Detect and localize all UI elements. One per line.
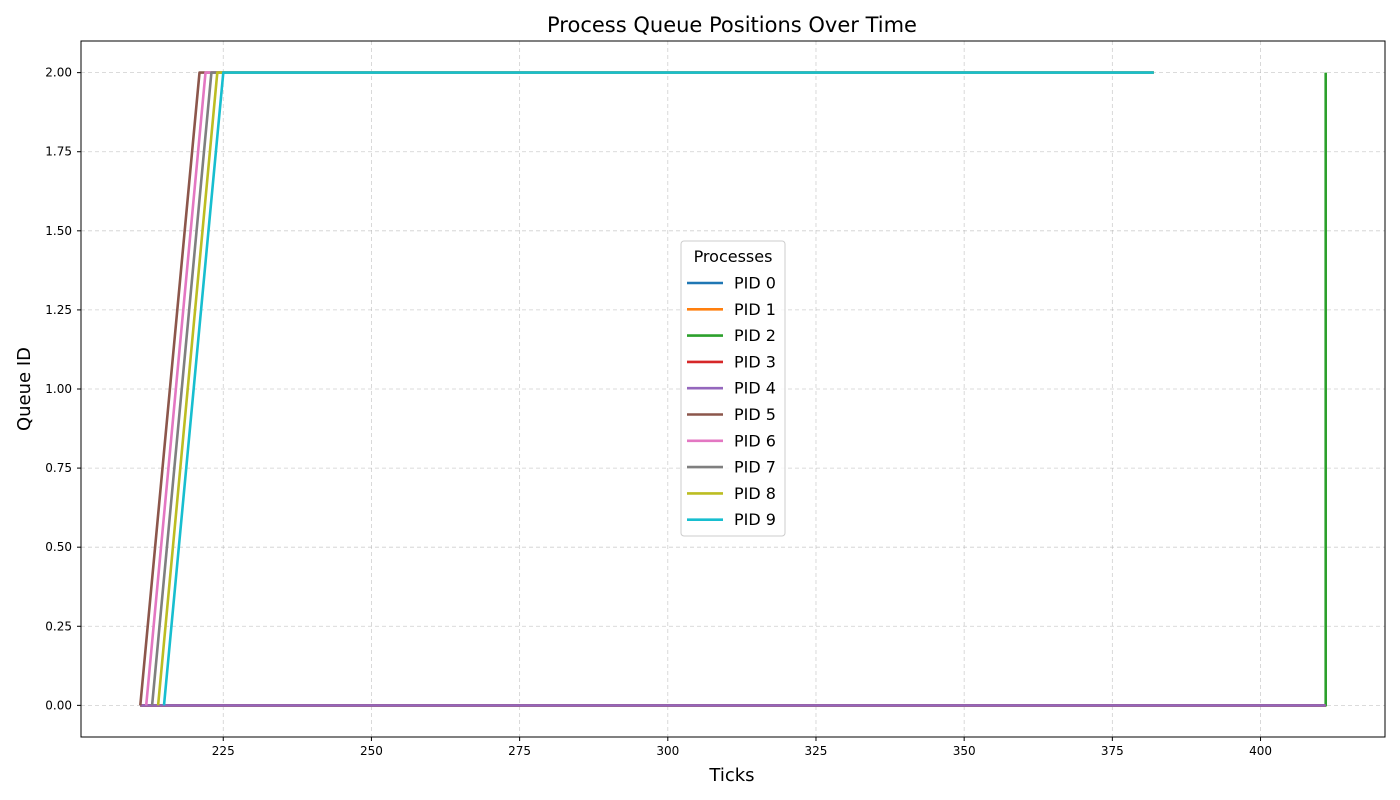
x-tick-label: 300 (656, 744, 679, 758)
legend-label: PID 6 (734, 431, 776, 450)
x-tick-label: 375 (1101, 744, 1124, 758)
legend-label: PID 9 (734, 510, 776, 529)
legend-box (680, 240, 786, 537)
legend-label: PID 0 (734, 274, 776, 293)
chart-title: Process Queue Positions Over Time (547, 13, 917, 37)
legend-label: PID 3 (734, 352, 776, 371)
legend-item-pid-9: PID 9 (687, 510, 776, 529)
legend-item-pid-6: PID 6 (687, 431, 776, 450)
y-tick-label: 0.25 (45, 619, 72, 633)
y-axis: 0.00 0.25 0.50 0.75 1.00 1.25 1.50 1.75 2.00 (45, 66, 81, 712)
x-tick-label: 350 (953, 744, 976, 758)
y-tick-label: 1.25 (45, 303, 72, 317)
legend-title: Processes (694, 247, 773, 266)
y-tick-label: 1.75 (45, 145, 72, 159)
legend: Processes PID 0 PID 1 PID 2 PID 3 PID 4 PID 5… (680, 240, 786, 537)
x-tick-label: 225 (212, 744, 235, 758)
x-tick-label: 325 (805, 744, 828, 758)
legend-items: PID 0 PID 1 PID 2 PID 3 PID 4 PID 5 PID 6 PID 7… (687, 274, 776, 529)
y-tick-label: 0.00 (45, 698, 72, 712)
legend-label: PID 1 (734, 300, 776, 319)
legend-label: PID 7 (734, 458, 776, 477)
legend-item-pid-8: PID 8 (687, 484, 776, 503)
y-tick-label: 1.00 (45, 382, 72, 396)
x-tick-label: 275 (508, 744, 531, 758)
legend-item-pid-3: PID 3 (687, 352, 776, 371)
series-line-pid-9 (162, 71, 1154, 706)
x-tick-label: 250 (360, 744, 383, 758)
legend-item-pid-1: PID 1 (687, 300, 776, 319)
legend-item-pid-5: PID 5 (687, 405, 776, 424)
x-tick-label: 400 (1249, 744, 1272, 758)
legend-label: PID 4 (734, 379, 776, 398)
legend-label: PID 8 (734, 484, 776, 503)
series-line-pid-7 (150, 71, 1154, 706)
x-axis-title: Ticks (708, 765, 754, 786)
y-tick-label: 2.00 (45, 66, 72, 80)
legend-item-pid-0: PID 0 (687, 274, 776, 293)
series-layer (139, 71, 1327, 707)
x-axis: 225 250 275 300 325 350 375 400 (212, 737, 1272, 758)
legend-item-pid-4: PID 4 (687, 379, 776, 398)
y-tick-label: 0.50 (45, 540, 72, 554)
legend-label: PID 5 (734, 405, 776, 424)
y-axis-title: Queue ID (14, 347, 35, 431)
legend-item-pid-7: PID 7 (687, 458, 776, 477)
y-tick-label: 1.50 (45, 224, 72, 238)
y-tick-label: 0.75 (45, 461, 72, 475)
legend-item-pid-2: PID 2 (687, 326, 776, 345)
legend-label: PID 2 (734, 326, 776, 345)
